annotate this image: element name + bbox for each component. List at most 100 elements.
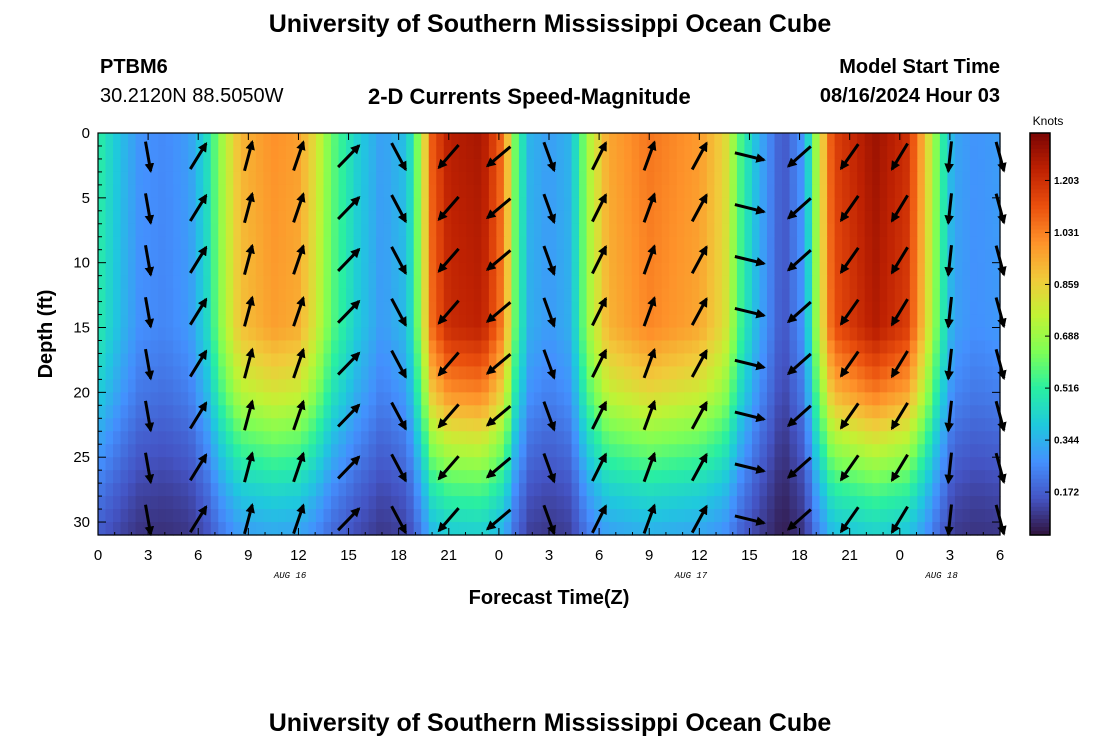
heatmap-cell bbox=[518, 301, 528, 316]
heatmap-cell bbox=[766, 314, 776, 329]
heatmap-cell bbox=[902, 431, 911, 445]
heatmap-cell bbox=[150, 314, 159, 329]
heatmap-cell bbox=[120, 133, 129, 147]
heatmap-cell bbox=[661, 418, 670, 432]
heatmap-cell bbox=[346, 262, 355, 277]
x-tick-label: 0 bbox=[94, 547, 102, 564]
heatmap-cell bbox=[188, 223, 197, 238]
heatmap-cell bbox=[932, 405, 941, 419]
heatmap-cell bbox=[947, 496, 956, 510]
heatmap-cell bbox=[827, 171, 836, 186]
heatmap-cell bbox=[939, 236, 948, 251]
heatmap-cell bbox=[113, 171, 122, 186]
current-vector-arrow bbox=[542, 297, 557, 328]
heatmap-cell bbox=[353, 327, 362, 342]
heatmap-cell bbox=[721, 457, 730, 471]
heatmap-cell bbox=[443, 288, 452, 303]
heatmap-cell bbox=[481, 171, 490, 186]
heatmap-cell bbox=[308, 262, 317, 277]
heatmap-cell bbox=[872, 522, 881, 536]
heatmap-cell bbox=[323, 470, 332, 484]
heatmap-cell bbox=[98, 275, 107, 290]
heatmap-cell bbox=[128, 327, 137, 342]
heatmap-cell bbox=[751, 496, 761, 510]
heatmap-cell bbox=[443, 262, 452, 277]
speed-heatmap bbox=[98, 133, 1001, 536]
heatmap-cell bbox=[300, 301, 310, 316]
colorbar-segment bbox=[1030, 486, 1050, 492]
heatmap-cell bbox=[797, 444, 806, 458]
heatmap-cell bbox=[120, 184, 129, 199]
heatmap-cell bbox=[616, 379, 625, 393]
heatmap-cell bbox=[511, 522, 520, 536]
heatmap-cell bbox=[797, 327, 806, 342]
heatmap-cell bbox=[353, 470, 362, 484]
heatmap-cell bbox=[984, 340, 994, 355]
heatmap-cell bbox=[285, 483, 295, 497]
heatmap-cell bbox=[631, 314, 640, 329]
heatmap-cell bbox=[879, 405, 888, 419]
heatmap-cell bbox=[361, 496, 370, 510]
heatmap-cell bbox=[624, 431, 633, 445]
heatmap-cell bbox=[173, 301, 182, 316]
heatmap-cell bbox=[969, 262, 979, 277]
heatmap-cell bbox=[789, 197, 798, 212]
heatmap-cell bbox=[812, 496, 821, 510]
heatmap-cell bbox=[203, 470, 212, 484]
heatmap-cell bbox=[639, 457, 648, 471]
heatmap-cell bbox=[797, 262, 806, 277]
heatmap-cell bbox=[932, 470, 941, 484]
heatmap-cell bbox=[263, 197, 272, 212]
heatmap-cell bbox=[654, 145, 663, 160]
heatmap-cell bbox=[488, 133, 497, 147]
heatmap-cell bbox=[488, 340, 497, 355]
heatmap-cell bbox=[240, 392, 249, 406]
heatmap-cell bbox=[451, 457, 460, 471]
heatmap-cell bbox=[526, 431, 535, 445]
heatmap-cell bbox=[473, 366, 482, 380]
heatmap-cell bbox=[571, 353, 580, 368]
heatmap-cell bbox=[616, 483, 625, 497]
heatmap-cell bbox=[917, 288, 926, 303]
heatmap-cell bbox=[661, 522, 670, 536]
heatmap-cell bbox=[714, 210, 723, 225]
date-label: AUG 16 bbox=[273, 571, 307, 581]
heatmap-cell bbox=[624, 249, 633, 264]
colorbar-segment bbox=[1030, 422, 1050, 428]
colorbar-segment bbox=[1030, 229, 1050, 235]
heatmap-cell bbox=[368, 133, 377, 147]
heatmap-cell bbox=[361, 275, 370, 290]
heatmap-cell bbox=[225, 340, 234, 355]
heatmap-cell bbox=[225, 522, 234, 536]
heatmap-cell bbox=[308, 301, 317, 316]
heatmap-cell bbox=[391, 496, 400, 510]
heatmap-cell bbox=[466, 210, 475, 225]
heatmap-cell bbox=[571, 133, 580, 147]
heatmap-cell bbox=[564, 158, 573, 173]
heatmap-cell bbox=[639, 366, 648, 380]
current-vector-arrow bbox=[390, 194, 408, 224]
heatmap-cell bbox=[556, 496, 565, 510]
heatmap-cell bbox=[150, 223, 159, 238]
heatmap-cell bbox=[909, 444, 918, 458]
heatmap-cell bbox=[812, 522, 821, 536]
heatmap-cell bbox=[248, 392, 257, 406]
heatmap-cell bbox=[616, 210, 625, 225]
heatmap-cell bbox=[158, 522, 167, 536]
heatmap-cell bbox=[782, 262, 791, 277]
heatmap-cell bbox=[977, 197, 986, 212]
heatmap-cell bbox=[751, 379, 761, 393]
heatmap-cell bbox=[165, 392, 174, 406]
heatmap-cell bbox=[285, 314, 295, 329]
heatmap-cell bbox=[173, 379, 182, 393]
heatmap-cell bbox=[797, 133, 806, 147]
heatmap-cell bbox=[639, 210, 648, 225]
heatmap-cell bbox=[751, 301, 761, 316]
heatmap-cell bbox=[203, 392, 212, 406]
heatmap-cell bbox=[473, 145, 482, 160]
heatmap-cell bbox=[864, 288, 873, 303]
heatmap-cell bbox=[233, 496, 242, 510]
colorbar-segment bbox=[1030, 193, 1050, 198]
heatmap-cell bbox=[541, 340, 550, 355]
heatmap-cell bbox=[315, 275, 325, 290]
